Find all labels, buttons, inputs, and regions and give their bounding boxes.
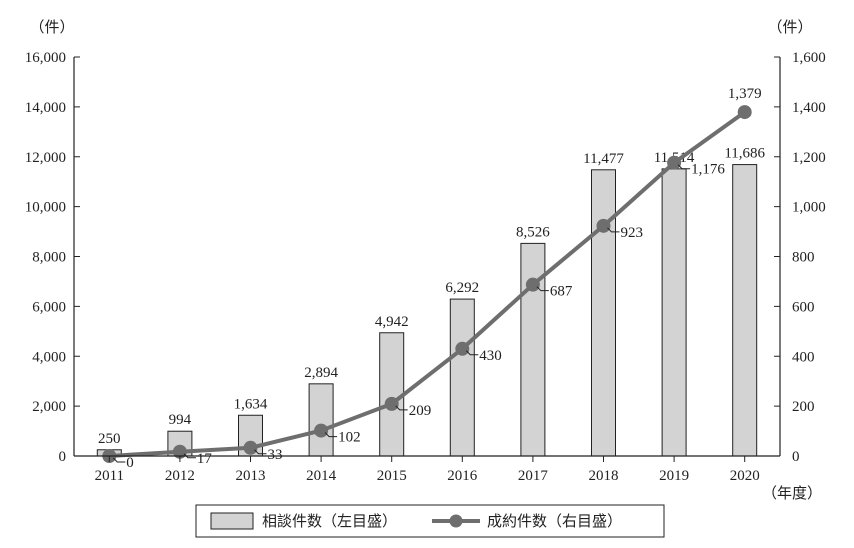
x-tick-label: 2015 [377, 468, 407, 484]
leader-line [324, 432, 338, 438]
bar [591, 169, 616, 457]
left-tick-label: 2,000 [32, 399, 66, 415]
right-tick-label: 1,400 [792, 100, 826, 116]
right-tick-label: 400 [792, 349, 815, 365]
line-point [243, 440, 258, 455]
legend-line-marker [449, 514, 463, 528]
x-tick-label: 2020 [730, 468, 760, 484]
bar-value-label: 1,634 [234, 396, 268, 412]
leader-line [677, 164, 691, 170]
line-series: 0 17 33 102 209 430 687 923 1,176 1,379 [102, 86, 762, 471]
leader-line [183, 453, 196, 459]
left-tick-label: 0 [59, 449, 67, 465]
line-path [109, 110, 746, 458]
line-point [667, 155, 682, 170]
left-tick-label: 6,000 [32, 299, 66, 315]
line-value-label: 102 [338, 430, 361, 446]
line-value-label: 0 [126, 455, 134, 471]
line-point [455, 341, 470, 356]
left-tick-label: 14,000 [25, 100, 66, 116]
right-axis-unit: （件） [767, 18, 812, 36]
bar [661, 168, 687, 457]
right-tick-label: 1,200 [792, 150, 826, 166]
leader-line [395, 405, 408, 411]
legend-bar-swatch [210, 512, 254, 530]
legend-bar-label: 相談件数（左目盛） [262, 512, 397, 530]
x-tick-label: 2013 [236, 468, 266, 484]
line-value-label: 1,176 [691, 162, 725, 178]
bar-value-label: 11,477 [583, 151, 624, 167]
left-axis: 0 2,000 4,000 6,000 8,000 10,000 12,000 14,000 1… [25, 50, 80, 465]
right-tick-label: 600 [792, 299, 815, 315]
bar [379, 332, 405, 457]
bar-value-label: 11,686 [724, 146, 765, 162]
leader-line [465, 350, 479, 356]
line-point [525, 277, 540, 292]
bar-value-label: 4,942 [375, 314, 409, 330]
x-tick-label: 2018 [589, 468, 619, 484]
line-value-label: 687 [550, 284, 573, 300]
left-tick-label: 8,000 [32, 250, 66, 266]
left-tick-label: 16,000 [25, 50, 66, 66]
left-axis-unit: （件） [29, 18, 74, 36]
left-tick-label: 10,000 [25, 200, 66, 216]
line-value-label: 923 [621, 225, 644, 241]
line-value-label: 1,379 [728, 86, 762, 102]
bar-value-label: 250 [98, 431, 121, 447]
line-point [596, 218, 611, 233]
line-value-label: 33 [268, 447, 283, 463]
line-point [737, 105, 752, 120]
leader-line [536, 286, 549, 292]
line-value-label: 209 [409, 403, 432, 419]
right-tick-label: 200 [792, 399, 815, 415]
right-tick-label: 800 [792, 250, 815, 266]
right-tick-label: 0 [792, 449, 800, 465]
x-tick-label: 2014 [306, 468, 337, 484]
right-axis: 0 200 400 600 800 1,000 1,200 1,400 1,600 [774, 50, 826, 465]
line-value-label: 17 [197, 451, 213, 467]
left-tick-label: 4,000 [32, 349, 66, 365]
line-point [384, 396, 399, 411]
line-point [172, 444, 187, 459]
x-axis-unit: （年度） [762, 484, 822, 502]
x-tick-label: 2019 [659, 468, 689, 484]
x-tick-label: 2016 [447, 468, 478, 484]
bar [449, 298, 475, 457]
leader-line [607, 227, 620, 233]
leader-line [254, 449, 267, 455]
bar-value-label: 994 [169, 412, 192, 428]
line-point [314, 423, 329, 438]
right-tick-label: 1,600 [792, 50, 826, 66]
bar [308, 383, 334, 457]
legend: 相談件数（左目盛） 成約件数（右目盛） [195, 504, 665, 538]
left-tick-label: 12,000 [25, 150, 66, 166]
leader-line [112, 457, 126, 463]
bar-value-label: 8,526 [516, 224, 550, 240]
x-axis: 2011 2012 2013 2014 2015 2016 2017 2018 2019 2020 [95, 456, 760, 484]
right-tick-label: 1,000 [792, 200, 826, 216]
bar-value-label: 6,292 [445, 280, 479, 296]
x-tick-label: 2011 [95, 468, 124, 484]
legend-line-label: 成約件数（右目盛） [487, 512, 622, 530]
bar-series: 250 994 1,634 2,894 4,942 6,292 8,526 11,477 11,… [96, 146, 766, 457]
bar-value-label: 2,894 [304, 365, 338, 381]
legend-box [195, 504, 665, 538]
x-tick-label: 2012 [165, 468, 195, 484]
x-tick-label: 2017 [518, 468, 549, 484]
bar [732, 164, 758, 457]
line-value-label: 430 [479, 348, 502, 364]
